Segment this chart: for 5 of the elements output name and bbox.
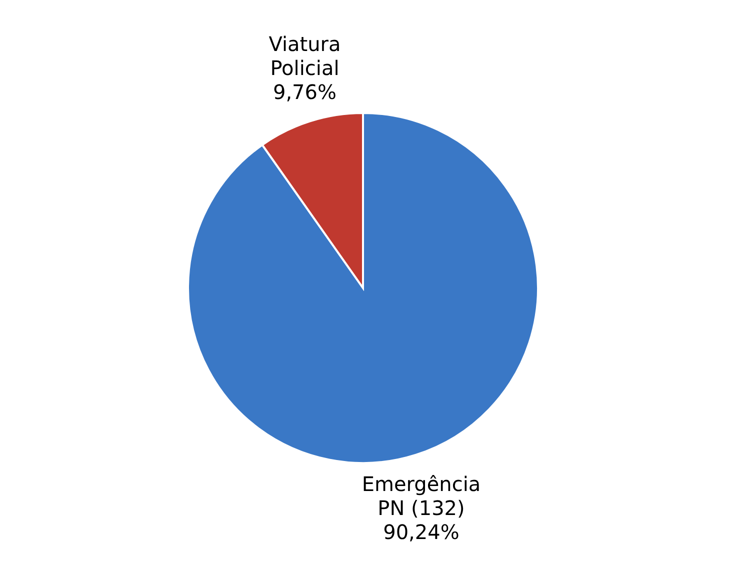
slice-label: Viatura Policial [268, 32, 341, 80]
slice-label: Emergência PN (132) [362, 472, 481, 520]
pie-slice [187, 112, 539, 464]
data-label: 90,24% [383, 520, 460, 544]
data-label: 9,76% [272, 80, 337, 104]
